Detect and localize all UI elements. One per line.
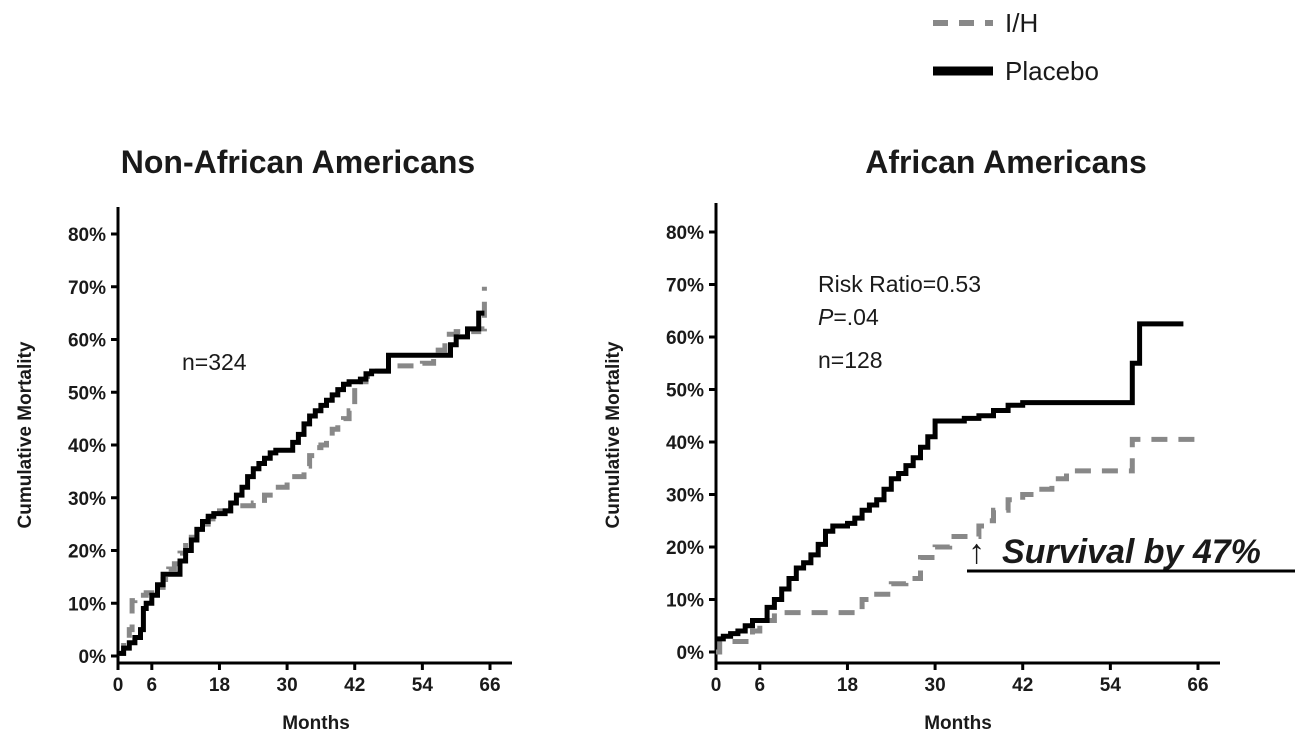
- y-tick-label: 20%: [666, 538, 704, 559]
- y-tick-label: 60%: [68, 331, 106, 352]
- x-tick-label: 6: [147, 675, 158, 696]
- chart-title: African Americans: [865, 144, 1147, 180]
- x-tick-label: 6: [755, 675, 766, 696]
- y-tick-label: 30%: [68, 489, 106, 510]
- callout-arrow: ↑: [968, 533, 985, 571]
- chart-title: Non-African Americans: [121, 144, 475, 180]
- x-tick-label: 54: [1100, 675, 1122, 696]
- chart-annotation-risk-ratio: Risk Ratio=0.53: [818, 271, 981, 297]
- x-tick-label: 54: [412, 675, 434, 696]
- series-line-i-h: [118, 286, 487, 656]
- series-line-placebo: [118, 310, 485, 656]
- x-tick-label: 0: [113, 675, 124, 696]
- y-tick-label: 50%: [68, 383, 106, 404]
- y-tick-label: 0%: [677, 643, 705, 664]
- legend-label-placebo: Placebo: [1005, 56, 1099, 86]
- y-tick-label: 80%: [666, 223, 704, 244]
- x-tick-label: 30: [277, 675, 298, 696]
- y-tick-label: 20%: [68, 542, 106, 563]
- y-axis-label: Cumulative Mortality: [603, 341, 624, 528]
- x-tick-label: 42: [1012, 675, 1033, 696]
- x-tick-label: 42: [344, 675, 365, 696]
- x-tick-label: 30: [925, 675, 946, 696]
- y-tick-label: 80%: [68, 225, 106, 246]
- callout-text: Survival by 47%: [1002, 533, 1261, 571]
- x-tick-label: 18: [209, 675, 230, 696]
- x-tick-label: 66: [479, 675, 500, 696]
- legend: I/H Placebo: [933, 8, 1099, 86]
- p-value: =.04: [833, 304, 879, 330]
- x-axis-label: Months: [924, 713, 992, 734]
- y-axis-label: Cumulative Mortality: [15, 341, 36, 528]
- series-line-placebo: [716, 321, 1184, 642]
- series-line-i-h: [716, 436, 1198, 655]
- y-tick-label: 30%: [666, 486, 704, 507]
- chart-annotation-p-value: P=.04: [818, 304, 879, 330]
- y-tick-label: 40%: [666, 433, 704, 454]
- x-tick-label: 18: [837, 675, 858, 696]
- y-tick-label: 70%: [68, 278, 106, 299]
- chart-non-african-americans: Non-African Americans n=324 Cumulative M…: [15, 144, 512, 734]
- y-tick-label: 10%: [666, 591, 704, 612]
- y-tick-label: 60%: [666, 328, 704, 349]
- y-tick-label: 40%: [68, 436, 106, 457]
- y-tick-label: 50%: [666, 381, 704, 402]
- chart-annotation-n: n=128: [818, 347, 883, 373]
- x-tick-label: 0: [711, 675, 722, 696]
- x-tick-label: 66: [1187, 675, 1208, 696]
- chart-annotation-n: n=324: [182, 349, 247, 375]
- y-tick-label: 70%: [666, 276, 704, 297]
- survival-callout: ↑ Survival by 47%: [967, 533, 1295, 573]
- p-label: P: [818, 304, 834, 330]
- legend-label-ih: I/H: [1005, 8, 1038, 38]
- y-tick-label: 0%: [79, 647, 107, 668]
- chart-african-americans: African Americans Risk Ratio=0.53 P=.04 …: [603, 144, 1220, 734]
- y-tick-label: 10%: [68, 594, 106, 615]
- x-axis-label: Months: [282, 713, 350, 734]
